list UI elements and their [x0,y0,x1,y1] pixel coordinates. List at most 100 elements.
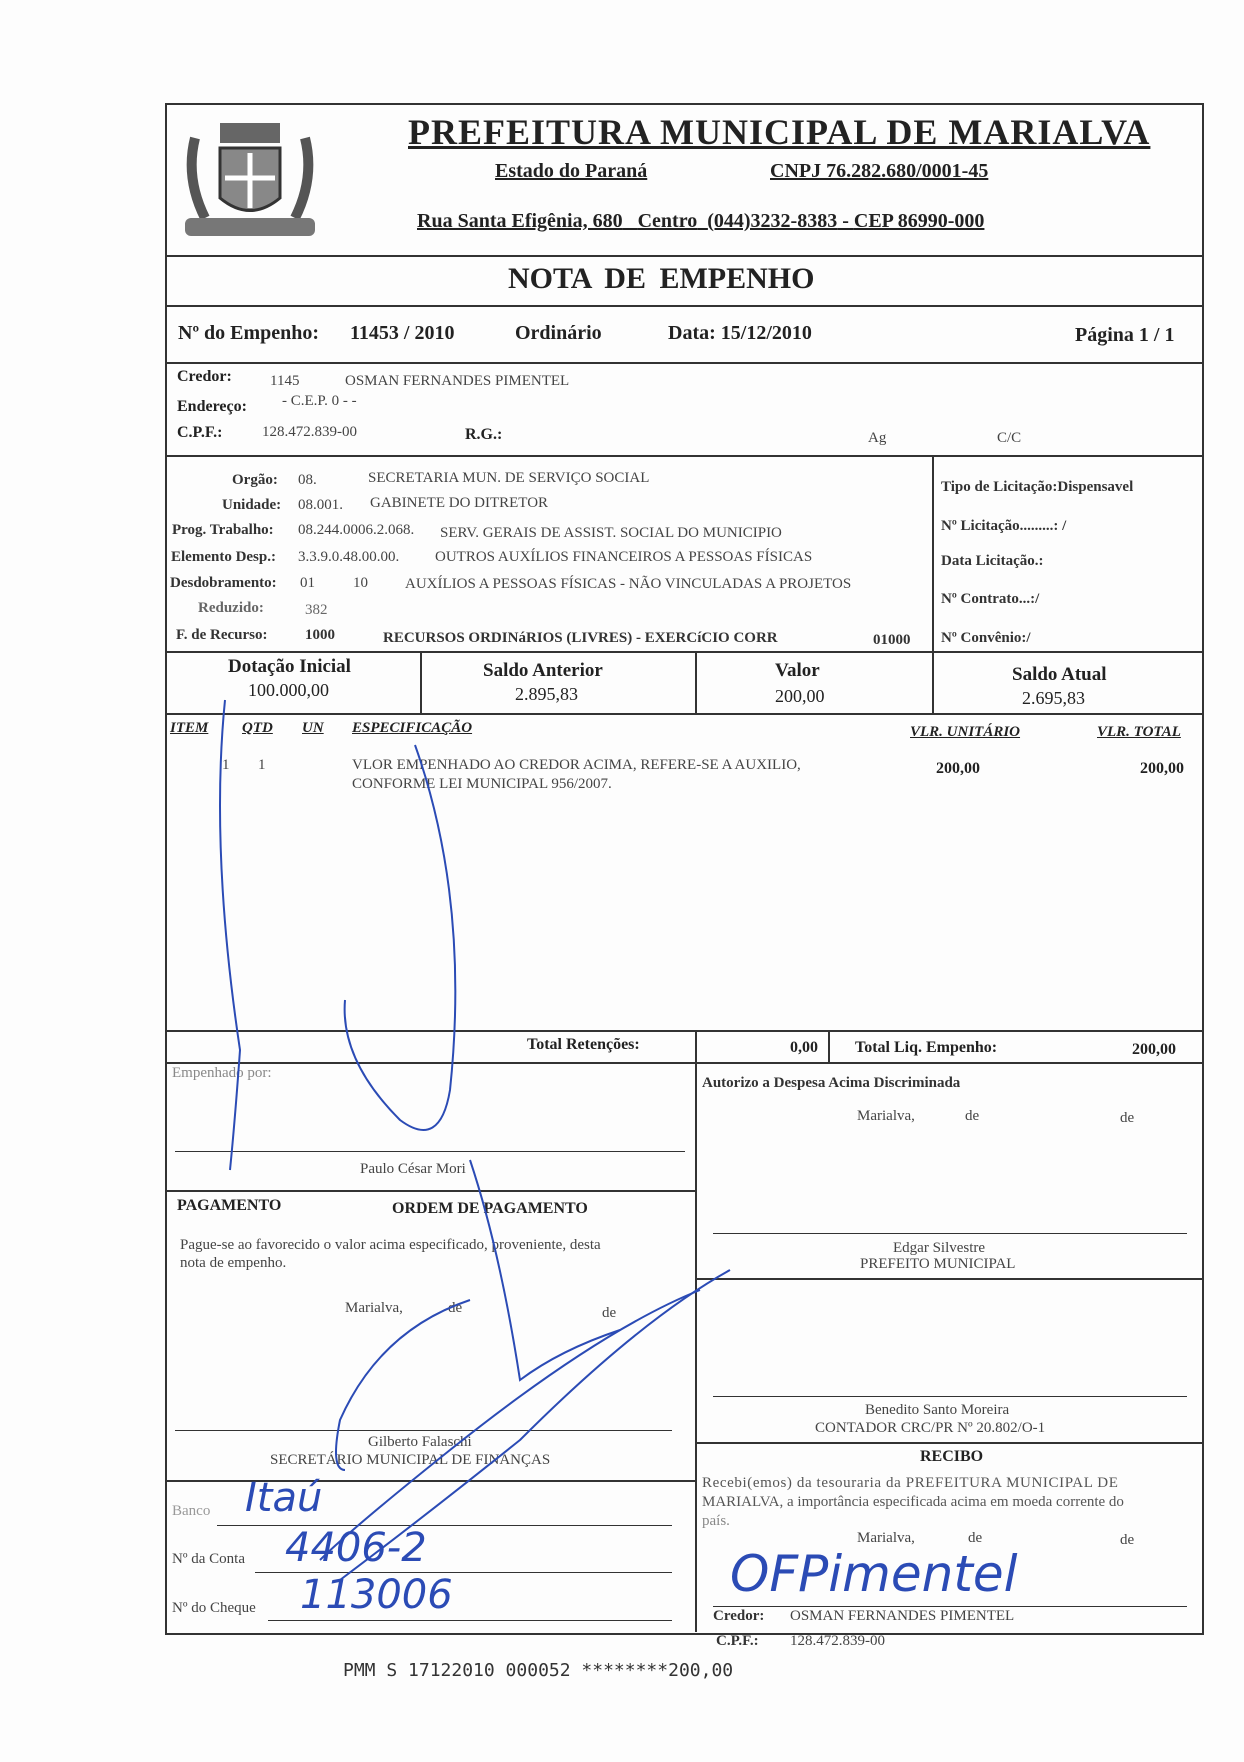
org-title: PREFEITURA MUNICIPAL DE MARIALVA [408,112,1151,152]
prefeito-name: Edgar Silvestre [893,1240,986,1256]
signature-line [175,1430,672,1431]
divider [695,1442,1202,1444]
recurso-code: 1000 [305,627,335,643]
ag-label: Ag [868,430,887,446]
reduzido-label: Reduzido: [198,600,264,616]
total-liq: 200,00 [1132,1041,1176,1058]
banco-label: Banco [172,1503,211,1519]
recibo-cpf-label: C.P.F.: [716,1633,759,1649]
recibo-credor: OSMAN FERNANDES PIMENTEL [790,1608,1015,1624]
prefeito-role: PREFEITO MUNICIPAL [860,1256,1016,1272]
empenhado-name: Paulo César Mori [360,1161,466,1177]
phone: (044)3232-8383 [707,210,838,232]
divider [165,305,1202,307]
rg-label: R.G.: [465,426,503,443]
orgao-label: Orgão: [232,472,278,488]
recibo-de-1: de [968,1530,983,1546]
signature-line [713,1606,1187,1607]
col-qtd: QTD [242,720,273,736]
recibo-title: RECIBO [920,1448,984,1465]
street: Rua Santa Efigênia, 680 [417,210,623,232]
valor: 200,00 [775,686,825,706]
endereco: - C.E.P. 0 - - [282,393,357,409]
divider [695,1278,1202,1280]
item-unit: 200,00 [936,760,980,777]
empenho-number: 11453 / 2010 [350,322,455,344]
cpf: 128.472.839-00 [262,424,357,440]
autorizo-de-1: de [965,1108,980,1124]
cheque-label: Nº do Cheque [172,1600,256,1616]
unidade-label: Unidade: [222,497,282,513]
pagamento-de-1: de [448,1300,463,1316]
signature-line [713,1233,1187,1234]
desdobramento-code: 01 [300,575,315,591]
empenho-date: Data: 15/12/2010 [668,322,812,344]
state: Estado do Paraná [495,160,648,182]
numero-licitacao: Nº Licitação.........: / [941,518,1067,534]
total-retencoes: 0,00 [790,1039,818,1056]
col-vlr-total: VLR. TOTAL [1097,724,1181,740]
signature-line [175,1151,685,1152]
divider [165,255,1202,257]
cpf-label: C.P.F.: [177,424,223,441]
banco-value: Itaú [245,1475,323,1521]
signature-line [713,1396,1187,1397]
numero-contrato: Nº Contrato...:/ [941,591,1040,607]
divider [165,713,1202,715]
credor-signature: OFPimentel [730,1545,1018,1603]
coat-of-arms-logo [185,123,315,236]
recibo-city: Marialva, [857,1530,915,1546]
divider [932,455,934,713]
prog-code: 08.244.0006.2.068. [298,522,415,538]
form-border [165,103,1204,1635]
empenho-label: Nº do Empenho: [178,322,320,344]
pagamento-label: PAGAMENTO [177,1197,282,1214]
col-un: UN [302,720,324,736]
pagamento-text-1: Pague-se ao favorecido o valor acima esp… [180,1237,601,1253]
doc-title: NOTA DE EMPENHO [508,262,815,295]
recibo-cpf: 128.472.839-00 [790,1633,885,1649]
district: Centro [637,210,698,232]
autorizo-text: Autorizo a Despesa Acima Discriminada [702,1075,961,1091]
divider [165,1062,1202,1064]
recurso-desc: RECURSOS ORDINáRIOS (LIVRES) - EXERCíCIO… [383,630,778,646]
item-espec-2: CONFORME LEI MUNICIPAL 956/2007. [352,776,612,792]
recibo-text-2: MARIALVA, a importância especificada aci… [702,1494,1124,1510]
valor-label: Valor [775,660,820,681]
divider [165,651,1202,653]
cep: CEP 86990-000 [853,210,985,232]
col-vlr-unitario: VLR. UNITÁRIO [910,724,1021,740]
col-especificacao: ESPECIFICAÇÃO [352,720,473,736]
ordem-pagamento-title: ORDEM DE PAGAMENTO [392,1200,588,1217]
total-liq-label: Total Liq. Empenho: [855,1039,998,1056]
desdobramento-code2: 10 [353,575,368,591]
divider [695,651,697,713]
contador-name: Benedito Santo Moreira [865,1402,1010,1418]
empenhado-label: Empenhado por: [172,1065,272,1081]
orgao-code: 08. [298,472,317,488]
secretario-role: SECRETÁRIO MUNICIPAL DE FINANÇAS [270,1452,551,1468]
divider [165,1030,1202,1032]
cnpj: CNPJ 76.282.680/0001-45 [770,160,989,182]
empenho-type: Ordinário [515,322,602,344]
contador-role: CONTADOR CRC/PR Nº 20.802/O-1 [815,1420,1046,1436]
elemento-desc: OUTROS AUXÍLIOS FINANCEIROS A PESSOAS FÍ… [435,549,813,565]
page-number: Página 1 / 1 [1075,324,1175,346]
saldo-anterior-label: Saldo Anterior [483,660,603,681]
elemento-code: 3.3.9.0.48.00.00. [298,549,400,565]
credor-name: OSMAN FERNANDES PIMENTEL [345,373,570,389]
divider [165,362,1202,364]
saldo-atual: 2.695,83 [1022,688,1085,708]
reduzido-code: 382 [305,602,328,618]
desdobramento-desc: AUXÍLIOS A PESSOAS FÍSICAS - NÃO VINCULA… [405,576,852,592]
saldo-atual-label: Saldo Atual [1012,664,1107,685]
divider [165,455,1202,457]
saldo-anterior: 2.895,83 [515,684,578,704]
recibo-de-2: de [1120,1532,1135,1548]
item-qtd: 1 [258,757,266,773]
prog-desc: SERV. GERAIS DE ASSIST. SOCIAL DO MUNICI… [440,525,782,541]
recibo-text-3: país. [702,1513,730,1529]
pagamento-city: Marialva, [345,1300,403,1316]
divider [828,1030,830,1062]
